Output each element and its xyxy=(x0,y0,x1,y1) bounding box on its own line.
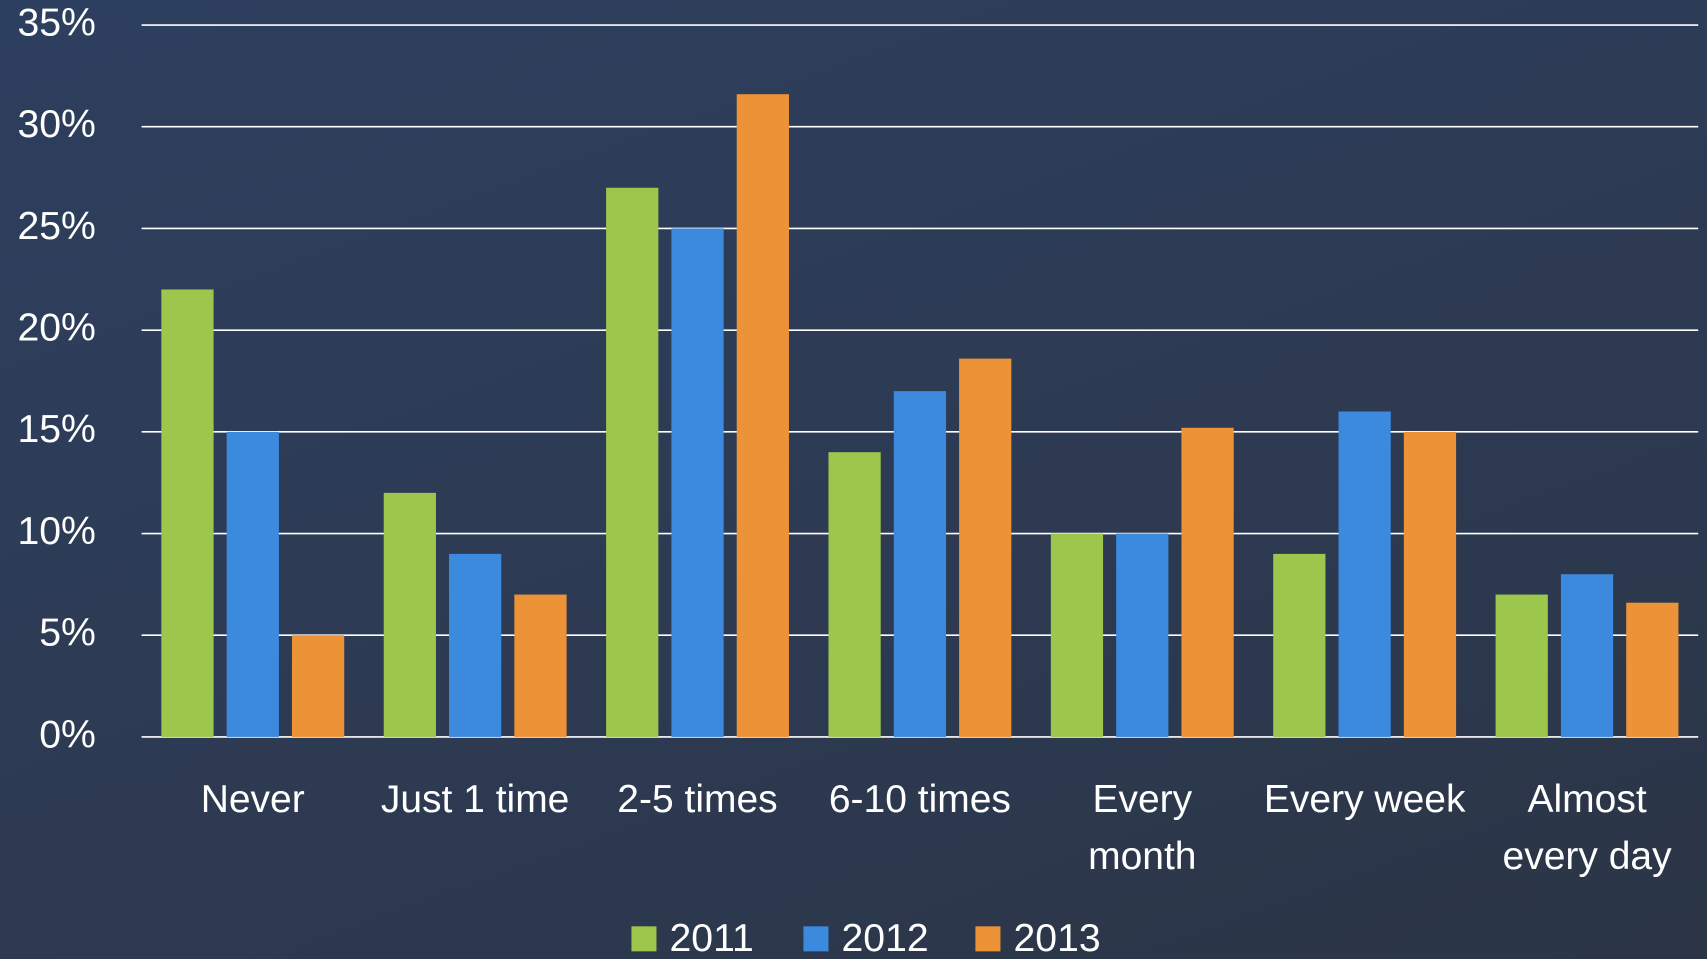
legend-swatch xyxy=(975,926,1001,952)
bar xyxy=(291,635,345,737)
bar xyxy=(383,492,436,737)
x-tick-label: 2-5 times xyxy=(617,777,778,821)
legend-label: 2012 xyxy=(842,917,929,959)
bar xyxy=(226,431,279,737)
bar xyxy=(1116,533,1169,737)
x-tick-label: Never xyxy=(200,777,305,821)
legend-label: 2011 xyxy=(670,917,754,959)
bar xyxy=(959,358,1012,737)
x-tick-label: Almost every day xyxy=(1502,777,1672,878)
bar xyxy=(1181,427,1234,737)
legend-label: 2013 xyxy=(1014,917,1101,959)
bar xyxy=(1403,431,1457,737)
bar xyxy=(449,553,502,737)
legend-swatch xyxy=(631,926,657,952)
bar xyxy=(828,452,881,737)
bar xyxy=(1560,574,1614,737)
bar xyxy=(1273,553,1326,737)
bar xyxy=(736,94,789,737)
y-tick-label: 10% xyxy=(17,510,95,553)
y-tick-label: 30% xyxy=(17,103,95,146)
legend-swatch xyxy=(803,926,829,952)
y-tick-label: 35% xyxy=(17,1,95,44)
x-tick-label: Just 1 time xyxy=(380,777,570,821)
x-tick-label: 6-10 times xyxy=(828,777,1011,821)
bar xyxy=(1050,533,1104,737)
x-tick-label: Every month xyxy=(1088,777,1197,878)
y-tick-label: 15% xyxy=(17,408,95,451)
bar xyxy=(514,594,567,737)
bar xyxy=(1626,602,1679,737)
bar xyxy=(606,187,659,737)
bar xyxy=(161,289,214,737)
y-tick-label: 20% xyxy=(17,306,95,349)
y-tick-label: 25% xyxy=(17,205,95,248)
x-tick-label: Every week xyxy=(1263,777,1466,821)
bar xyxy=(671,228,724,737)
bar xyxy=(893,391,947,737)
y-tick-label: 5% xyxy=(39,612,96,655)
bar xyxy=(1338,411,1391,737)
y-tick-label: 0% xyxy=(39,713,96,756)
bar xyxy=(1495,594,1548,737)
